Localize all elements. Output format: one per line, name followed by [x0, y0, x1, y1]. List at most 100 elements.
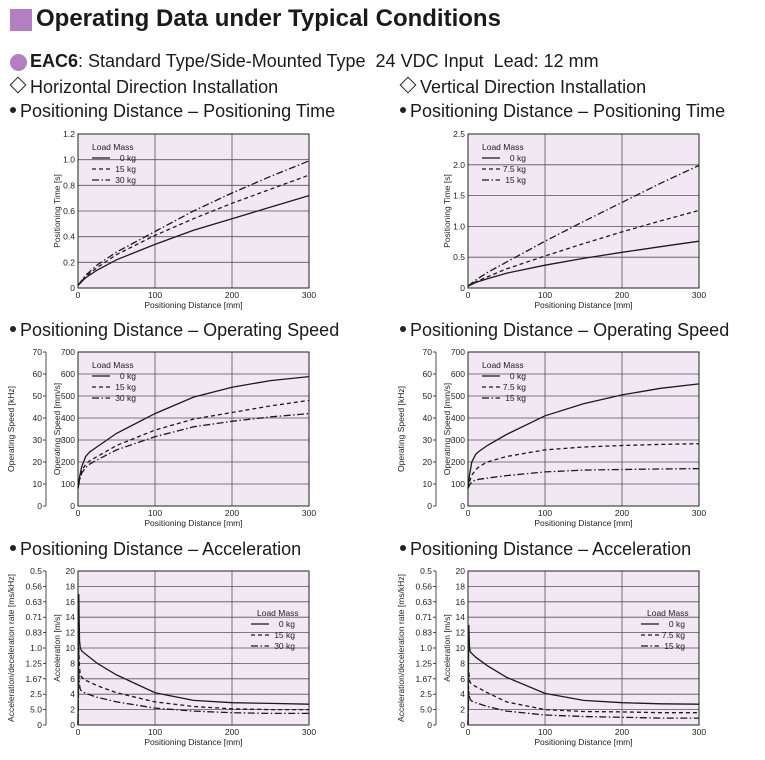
y2-tick-label: 1.0	[30, 643, 42, 653]
y2-tick-label: 20	[423, 457, 433, 467]
series-line-1	[77, 375, 310, 489]
y2-tick-label: 1.25	[25, 658, 42, 668]
series-line-2	[467, 671, 699, 726]
legend-label: 0 kg	[510, 371, 526, 381]
series-line-3	[467, 690, 699, 726]
legend-label: 15 kg	[115, 382, 136, 392]
x-tick-label: 300	[302, 290, 316, 300]
y2-tick-label: 0.63	[415, 597, 432, 607]
legend-title: Load Mass	[482, 360, 524, 370]
series-line-2	[77, 174, 310, 286]
section-heading-text: Positioning Distance – Acceleration	[410, 539, 692, 559]
y2-axis-label: Operating Speed [kHz]	[6, 386, 16, 472]
y-tick-label: 4	[460, 689, 465, 699]
x-tick-label: 0	[76, 727, 81, 737]
y2-tick-label: 0.83	[415, 628, 432, 638]
y-tick-label: 12	[456, 628, 466, 638]
y2-tick-label: 0	[427, 501, 432, 511]
series-line-3	[77, 412, 310, 489]
y-tick-label: 0	[460, 283, 465, 293]
legend-label: 0 kg	[669, 619, 685, 629]
legend-title: Load Mass	[647, 608, 689, 618]
y-tick-label: 10	[66, 643, 76, 653]
y2-tick-label: 1.0	[420, 643, 432, 653]
y2-tick-label: 40	[33, 413, 43, 423]
x-axis-label: Positioning Distance [mm]	[534, 300, 632, 310]
legend-label: 0 kg	[279, 619, 295, 629]
plot-area	[78, 352, 309, 506]
y-tick-label: 14	[456, 612, 466, 622]
x-tick-label: 100	[148, 508, 162, 518]
x-tick-label: 0	[466, 727, 471, 737]
x-tick-label: 300	[692, 508, 706, 518]
x-tick-label: 300	[302, 508, 316, 518]
series-line-2	[467, 443, 700, 489]
install-vertical-label: Vertical Direction Installation	[420, 77, 647, 97]
y2-axis-label: Acceleration/deceleration rate [ms/kHz]	[6, 574, 16, 722]
title-marker	[10, 9, 32, 31]
x-tick-label: 200	[615, 508, 629, 518]
x-tick-label: 0	[76, 508, 81, 518]
y-tick-label: 500	[451, 391, 465, 401]
x-tick-label: 0	[76, 290, 81, 300]
y2-tick-label: 10	[33, 479, 43, 489]
section-heading-text: Positioning Distance – Operating Speed	[20, 320, 340, 340]
y-tick-label: 100	[451, 479, 465, 489]
y2-tick-label: 1.67	[415, 674, 432, 684]
series-line-1	[467, 240, 700, 287]
y2-tick-label: 60	[423, 369, 433, 379]
plot-frame	[467, 351, 700, 507]
y-tick-label: 8	[460, 658, 465, 668]
y-axis-label: Acceleration [m/s]	[52, 614, 62, 682]
y-tick-label: 200	[61, 457, 75, 467]
legend-title: Load Mass	[482, 142, 524, 152]
y2-tick-label: 0.83	[25, 628, 42, 638]
legend-label: 7.5 kg	[503, 164, 526, 174]
y-tick-label: 0.6	[63, 206, 75, 216]
y-tick-label: 1.5	[453, 191, 465, 201]
legend-label: 15 kg	[505, 393, 526, 403]
legend-label: 15 kg	[505, 175, 526, 185]
install-vertical: Vertical Direction Installation	[398, 76, 647, 98]
x-tick-label: 300	[302, 727, 316, 737]
legend-label: 30 kg	[274, 641, 295, 651]
legend-label: 7.5 kg	[503, 382, 526, 392]
x-tick-label: 200	[615, 727, 629, 737]
legend-label: 15 kg	[664, 641, 685, 651]
y2-tick-label: 1.67	[25, 674, 42, 684]
x-tick-label: 200	[225, 727, 239, 737]
bullet-icon	[10, 545, 16, 551]
y-tick-label: 6	[70, 674, 75, 684]
y-tick-label: 0	[460, 720, 465, 730]
y2-tick-label: 0.56	[25, 581, 42, 591]
diamond-icon	[399, 76, 417, 94]
y-tick-label: 0.5	[453, 252, 465, 262]
y-tick-label: 2	[70, 705, 75, 715]
y2-tick-label: 0	[37, 501, 42, 511]
series-line-2	[77, 647, 309, 726]
y-tick-label: 1.0	[63, 155, 75, 165]
y-tick-label: 200	[451, 457, 465, 467]
x-tick-label: 100	[148, 727, 162, 737]
bullet-icon	[400, 545, 406, 551]
y-tick-label: 700	[451, 347, 465, 357]
x-tick-label: 300	[692, 290, 706, 300]
y2-tick-label: 0.5	[30, 566, 42, 576]
y2-tick-label: 5.0	[420, 705, 432, 715]
y-tick-label: 300	[61, 435, 75, 445]
plot-frame	[77, 351, 310, 507]
legend-label: 0 kg	[120, 371, 136, 381]
x-axis-label: Positioning Distance [mm]	[534, 737, 632, 747]
y-tick-label: 14	[66, 612, 76, 622]
y2-tick-label: 50	[33, 391, 43, 401]
y2-tick-label: 20	[33, 457, 43, 467]
y-tick-label: 16	[456, 597, 466, 607]
y-tick-label: 1.0	[453, 221, 465, 231]
page-title: Operating Data under Typical Conditions	[36, 5, 501, 32]
legend-label: 30 kg	[115, 175, 136, 185]
y2-tick-label: 0.71	[415, 612, 432, 622]
y-tick-label: 20	[456, 566, 466, 576]
bullet-icon	[10, 326, 16, 332]
series-line-1	[77, 194, 310, 286]
x-axis-label: Positioning Distance [mm]	[144, 737, 242, 747]
